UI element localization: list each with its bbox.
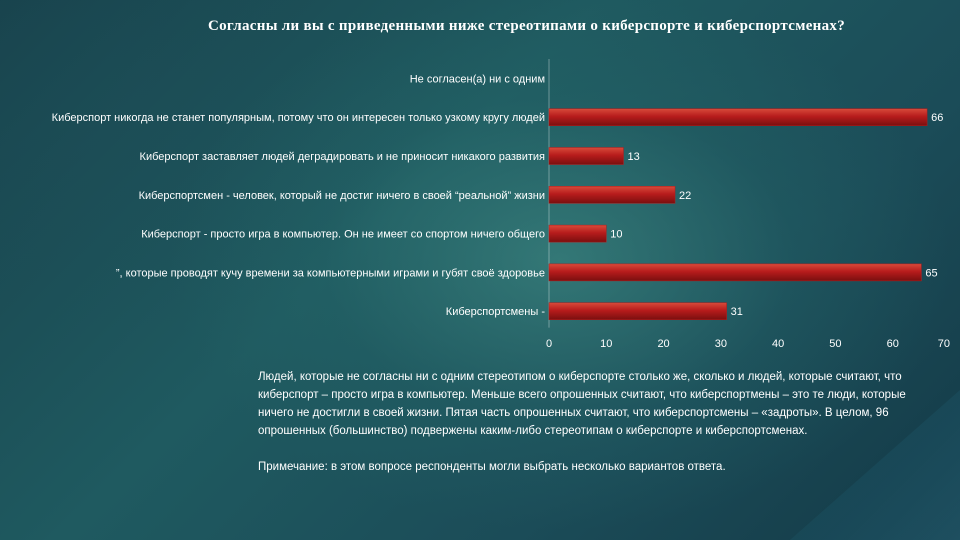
- bar: [548, 302, 727, 320]
- category-label: Киберспортсмены -: [446, 306, 546, 318]
- bar: [548, 108, 928, 126]
- x-tick-label: 50: [829, 338, 841, 350]
- category-label: Киберспортсмен - человек, который не дос…: [139, 190, 545, 202]
- note-paragraph: Примечание: в этом вопросе респонденты м…: [258, 461, 726, 473]
- bar: [548, 224, 607, 243]
- data-label: 66: [931, 112, 943, 124]
- category-label: ”, которые проводят кучу времени за комп…: [116, 267, 545, 279]
- bar: [548, 186, 676, 204]
- category-label: Киберспорт - просто игра в компьютер. Он…: [141, 229, 545, 241]
- x-tick-label: 70: [938, 338, 950, 350]
- x-tick-label: 10: [600, 338, 612, 350]
- bar: [548, 263, 922, 282]
- slide-title: Согласны ли вы с приведенными ниже стере…: [208, 18, 846, 34]
- bar-chart: Не согласен(а) ни с одним Киберспорт нико…: [52, 73, 950, 350]
- x-tick-label: 40: [772, 338, 784, 350]
- data-label: 22: [679, 190, 691, 202]
- summary-note: Людей, которые не согласны ни с одним ст…: [258, 368, 944, 476]
- bar: [548, 147, 624, 165]
- summary-paragraph: Людей, которые не согласны ни с одним ст…: [258, 371, 906, 437]
- x-tick-label: 20: [657, 338, 669, 350]
- data-label: 65: [925, 267, 937, 279]
- data-label: 31: [731, 306, 743, 318]
- x-tick-label: 0: [546, 338, 552, 350]
- data-label: 13: [627, 151, 639, 163]
- data-label: 10: [610, 229, 622, 241]
- x-tick-label: 30: [715, 338, 727, 350]
- category-label: Киберспорт никогда не станет популярным,…: [52, 112, 545, 124]
- category-label: Не согласен(а) ни с одним: [410, 73, 545, 85]
- x-tick-label: 60: [887, 338, 899, 350]
- category-label: Киберспорт заставляет людей деградироват…: [140, 151, 545, 163]
